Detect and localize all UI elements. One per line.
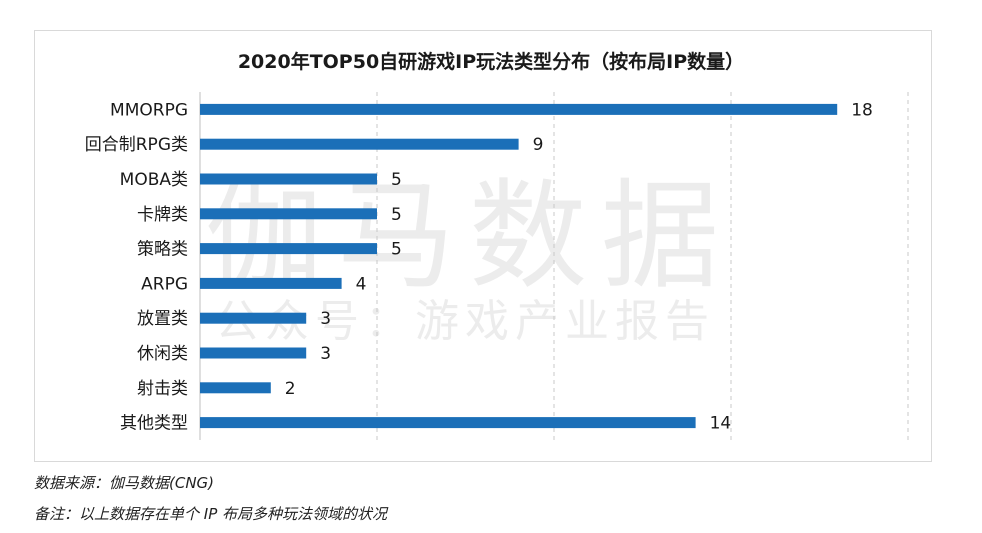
chart-frame bbox=[34, 30, 932, 462]
bar bbox=[200, 103, 838, 115]
bar bbox=[200, 138, 519, 150]
data-label: 5 bbox=[391, 170, 402, 190]
chart-title: 2020年TOP50自研游戏IP玩法类型分布（按布局IP数量） bbox=[237, 51, 745, 73]
data-label: 9 bbox=[533, 135, 544, 155]
remark-note: 备注：以上数据存在单个 IP 布局多种玩法领域的状况 bbox=[34, 505, 388, 523]
data-label: 14 bbox=[710, 414, 732, 434]
data-label: 18 bbox=[851, 100, 873, 120]
bar bbox=[200, 382, 271, 394]
bar bbox=[200, 312, 307, 324]
data-label: 3 bbox=[320, 309, 331, 329]
category-label: 卡牌类 bbox=[137, 205, 188, 225]
bar bbox=[200, 173, 377, 185]
category-label: ARPG bbox=[141, 274, 188, 294]
category-label: 策略类 bbox=[137, 240, 188, 260]
data-label: 2 bbox=[285, 379, 296, 399]
data-label: 5 bbox=[391, 205, 402, 225]
data-label: 3 bbox=[320, 344, 331, 364]
category-label: 回合制RPG类 bbox=[85, 135, 188, 155]
bar bbox=[200, 243, 377, 255]
category-label: 射击类 bbox=[137, 379, 188, 399]
bar bbox=[200, 208, 377, 220]
bar bbox=[200, 417, 696, 429]
category-label: 放置类 bbox=[137, 309, 188, 329]
bar bbox=[200, 277, 342, 289]
data-label: 4 bbox=[356, 274, 367, 294]
data-label: 5 bbox=[391, 240, 402, 260]
source-note: 数据来源：伽马数据(CNG) bbox=[34, 474, 215, 492]
category-label: MMORPG bbox=[110, 100, 188, 120]
bar bbox=[200, 347, 307, 359]
category-label: 休闲类 bbox=[137, 344, 188, 364]
category-label: MOBA类 bbox=[120, 170, 188, 190]
category-label: 其他类型 bbox=[120, 414, 188, 434]
